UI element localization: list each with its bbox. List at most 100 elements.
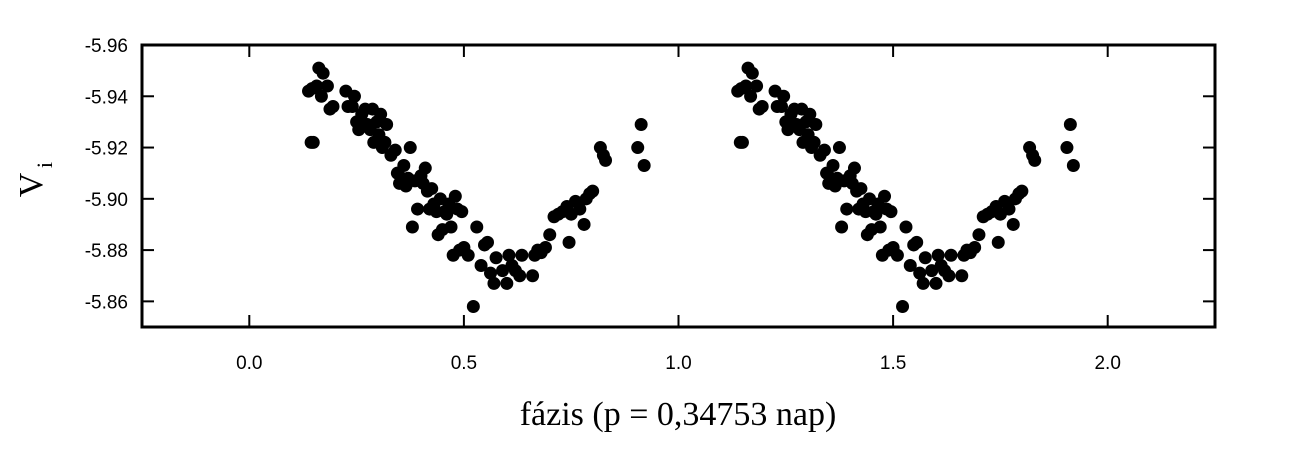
data-point bbox=[448, 189, 462, 203]
data-point bbox=[378, 135, 392, 149]
data-point bbox=[418, 161, 432, 175]
data-point bbox=[314, 89, 328, 103]
data-point bbox=[634, 117, 648, 131]
x-tick-label: 1.0 bbox=[665, 353, 691, 374]
y-tick-label: -5.90 bbox=[85, 190, 128, 211]
x-axis-title: fázis (p = 0,34753 nap) bbox=[520, 396, 837, 433]
data-point bbox=[316, 66, 330, 80]
data-point bbox=[397, 158, 411, 172]
data-point bbox=[310, 79, 324, 93]
data-point bbox=[388, 143, 402, 157]
data-point-repeat bbox=[869, 207, 883, 221]
y-axis-ticks: -5.96 -5.94 -5.92 -5.90 -5.88 -5.86 bbox=[85, 36, 1215, 313]
data-point-repeat bbox=[826, 158, 840, 172]
data-point-repeat bbox=[968, 241, 982, 255]
data-point bbox=[345, 100, 359, 114]
data-point bbox=[577, 217, 591, 231]
data-point-repeat bbox=[944, 248, 958, 262]
data-point-repeat bbox=[972, 228, 986, 242]
data-point bbox=[538, 241, 552, 255]
data-point-repeat bbox=[1063, 117, 1077, 131]
data-point-repeat bbox=[1028, 153, 1042, 167]
data-point bbox=[573, 202, 587, 216]
data-point-repeat bbox=[744, 89, 758, 103]
data-point-repeat bbox=[929, 276, 943, 290]
data-point-repeat bbox=[847, 161, 861, 175]
y-tick-label: -5.86 bbox=[85, 292, 128, 313]
data-point-repeat bbox=[890, 248, 904, 262]
x-tick-label: 1.5 bbox=[880, 353, 906, 374]
y-axis-title-subscript: i bbox=[32, 162, 57, 168]
data-point-repeat bbox=[835, 220, 849, 234]
plot-frame bbox=[140, 43, 1217, 329]
y-tick-label: -5.94 bbox=[85, 87, 129, 108]
data-point bbox=[586, 184, 600, 198]
data-point bbox=[562, 235, 576, 249]
data-point bbox=[403, 141, 417, 155]
data-point-repeat bbox=[899, 220, 913, 234]
data-point-repeat bbox=[1006, 217, 1020, 231]
data-point-repeat bbox=[745, 66, 759, 80]
data-point-repeat bbox=[913, 266, 927, 280]
data-point-repeat bbox=[777, 89, 791, 103]
data-point-repeat bbox=[750, 79, 764, 93]
data-point-repeat bbox=[942, 269, 956, 283]
data-point bbox=[637, 158, 651, 172]
data-point-repeat bbox=[991, 235, 1005, 249]
data-point bbox=[543, 228, 557, 242]
data-point bbox=[489, 251, 503, 265]
data-point bbox=[481, 235, 495, 249]
data-point bbox=[513, 269, 527, 283]
data-point-repeat bbox=[1066, 158, 1080, 172]
data-point-repeat bbox=[807, 135, 821, 149]
data-point bbox=[440, 207, 454, 221]
data-point bbox=[326, 100, 340, 114]
data-point bbox=[461, 248, 475, 262]
y-tick-label: -5.92 bbox=[85, 139, 128, 160]
data-point-repeat bbox=[739, 79, 753, 93]
data-point-repeat bbox=[840, 202, 854, 216]
data-point bbox=[347, 89, 361, 103]
data-point-repeat bbox=[884, 205, 898, 219]
data-point bbox=[374, 107, 388, 121]
y-axis-title: V bbox=[13, 172, 50, 197]
data-point-repeat bbox=[1015, 184, 1029, 198]
data-point bbox=[320, 79, 334, 93]
x-axis-ticks: 0.0 0.5 1.0 1.5 2.0 bbox=[236, 45, 1121, 374]
data-point bbox=[484, 266, 498, 280]
y-tick-label: -5.88 bbox=[85, 241, 128, 262]
data-point-repeat bbox=[1002, 202, 1016, 216]
x-tick-label: 0.0 bbox=[236, 353, 262, 374]
data-point bbox=[306, 135, 320, 149]
data-point-repeat bbox=[955, 269, 969, 283]
y-tick-label: -5.96 bbox=[85, 36, 128, 57]
data-point bbox=[455, 205, 469, 219]
data-point bbox=[425, 182, 439, 196]
data-point bbox=[470, 220, 484, 234]
data-point-repeat bbox=[1060, 141, 1074, 155]
data-point bbox=[599, 153, 613, 167]
data-point-repeat bbox=[931, 248, 945, 262]
data-point bbox=[405, 220, 419, 234]
data-point bbox=[380, 117, 394, 131]
data-points bbox=[302, 61, 1080, 313]
data-point-repeat bbox=[832, 141, 846, 155]
data-point bbox=[515, 248, 529, 262]
data-point-repeat bbox=[878, 189, 892, 203]
data-point bbox=[474, 258, 488, 272]
data-point bbox=[500, 276, 514, 290]
data-point bbox=[631, 141, 645, 155]
data-point bbox=[502, 248, 516, 262]
data-point-repeat bbox=[910, 235, 924, 249]
x-tick-label: 2.0 bbox=[1094, 353, 1120, 374]
data-point bbox=[411, 202, 425, 216]
data-point-repeat bbox=[809, 117, 823, 131]
x-tick-label: 0.5 bbox=[451, 353, 477, 374]
data-point-repeat bbox=[916, 276, 930, 290]
data-point bbox=[466, 299, 480, 313]
data-point bbox=[526, 269, 540, 283]
data-point-repeat bbox=[873, 220, 887, 234]
data-point-repeat bbox=[755, 100, 769, 114]
data-point-repeat bbox=[803, 107, 817, 121]
